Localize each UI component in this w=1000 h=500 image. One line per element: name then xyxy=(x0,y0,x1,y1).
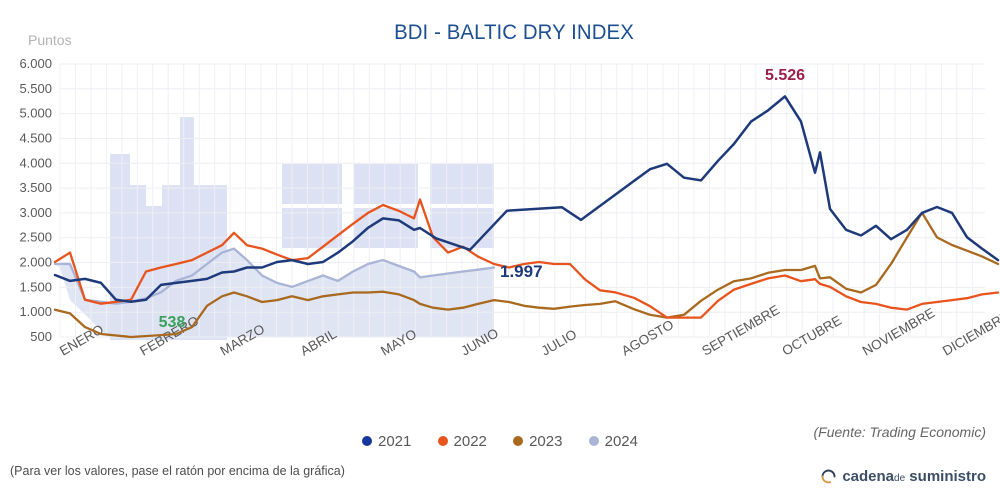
svg-text:ENERO: ENERO xyxy=(57,322,106,359)
svg-text:5.000: 5.000 xyxy=(19,106,52,121)
svg-text:500: 500 xyxy=(30,329,52,344)
svg-text:5.526: 5.526 xyxy=(765,67,805,84)
svg-text:DICIEMBRE: DICIEMBRE xyxy=(940,308,1000,358)
svg-text:JULIO: JULIO xyxy=(539,326,580,358)
svg-text:2.500: 2.500 xyxy=(19,230,52,245)
svg-text:3.500: 3.500 xyxy=(19,180,52,195)
svg-text:2.000: 2.000 xyxy=(19,255,52,270)
svg-text:OCTUBRE: OCTUBRE xyxy=(780,313,845,359)
svg-text:6.000: 6.000 xyxy=(19,56,52,71)
svg-text:5.500: 5.500 xyxy=(19,81,52,96)
svg-text:538: 538 xyxy=(159,314,186,331)
svg-text:4.500: 4.500 xyxy=(19,131,52,146)
svg-text:4.000: 4.000 xyxy=(19,155,52,170)
svg-text:1.997: 1.997 xyxy=(500,262,543,281)
svg-text:3.000: 3.000 xyxy=(19,205,52,220)
svg-text:1.000: 1.000 xyxy=(19,304,52,319)
svg-text:1.500: 1.500 xyxy=(19,279,52,294)
